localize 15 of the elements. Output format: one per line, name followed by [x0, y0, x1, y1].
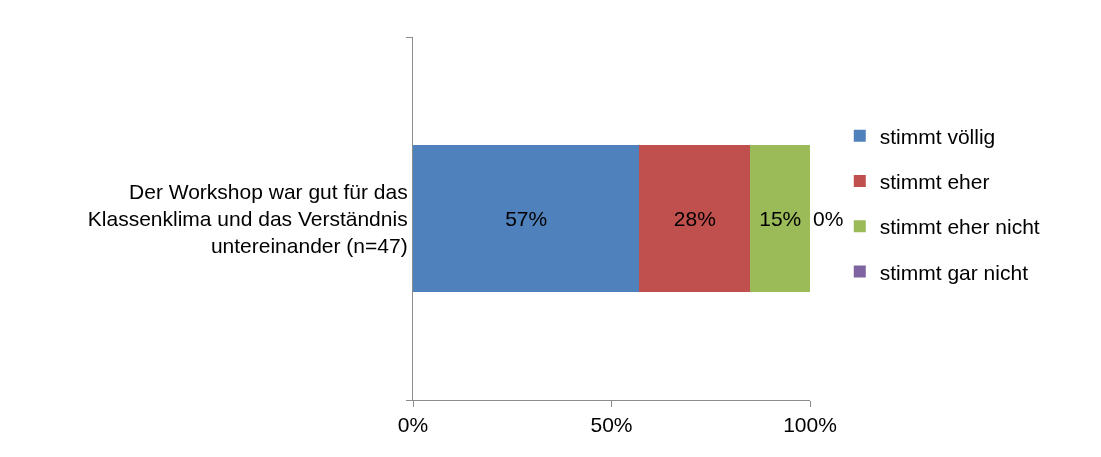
- data-label: 0%: [813, 207, 844, 230]
- x-tick-label: 50%: [590, 413, 633, 437]
- legend-label: stimmt gar nicht: [879, 260, 1029, 284]
- x-tick-label: 100%: [783, 413, 837, 437]
- bar: [413, 144, 640, 293]
- y-tick-label: Der Workshop war gut für das Klassenklima und das Verständnis untereinander (n=47): [87, 179, 408, 258]
- data-label: 57%: [505, 207, 548, 230]
- bar: [750, 144, 810, 293]
- legend-label: stimmt eher nicht: [879, 215, 1040, 239]
- bar: [639, 144, 751, 293]
- legend-label: stimmt völlig: [879, 124, 996, 148]
- data-label: 28%: [673, 207, 716, 230]
- data-label: 15%: [759, 207, 802, 230]
- legend-label: stimmt eher: [879, 170, 990, 194]
- x-tick-label: 0%: [397, 413, 429, 437]
